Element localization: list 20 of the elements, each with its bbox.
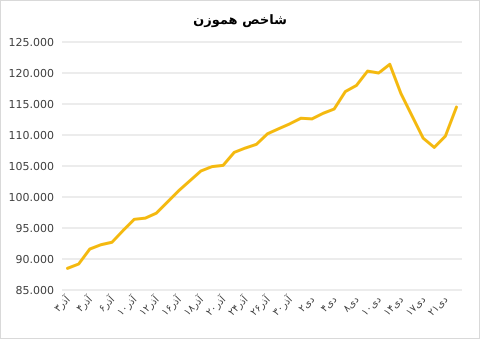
y-tick-label: 120.000 — [8, 67, 54, 80]
x-tick-label: ۲۱دی — [426, 294, 450, 318]
x-tick-label: ۸دی — [341, 294, 362, 315]
chart-title: شاخص هموزن — [193, 13, 287, 28]
y-tick-label: 110.000 — [8, 129, 54, 142]
x-tick-label: ۲دی — [296, 294, 318, 315]
x-tick-label: ۴آذر — [73, 292, 96, 314]
y-tick-label: 115.000 — [8, 98, 54, 111]
x-tick-label: ۱۰دی — [360, 294, 384, 318]
y-tick-label: 100.000 — [8, 191, 54, 204]
x-tick-label: ۳آذر — [51, 292, 74, 314]
line-series — [66, 62, 458, 270]
y-tick-label: 95.000 — [16, 222, 54, 235]
y-tick-label: 85.000 — [16, 284, 54, 297]
y-tick-label: 90.000 — [16, 253, 54, 266]
y-tick-label: 105.000 — [8, 160, 54, 173]
y-tick-label: 125.000 — [8, 36, 54, 49]
x-tick-label: ۱۷دی — [404, 294, 428, 318]
x-tick-label: ۱۴دی — [382, 294, 406, 318]
x-tick-label: ۴دی — [319, 294, 340, 315]
